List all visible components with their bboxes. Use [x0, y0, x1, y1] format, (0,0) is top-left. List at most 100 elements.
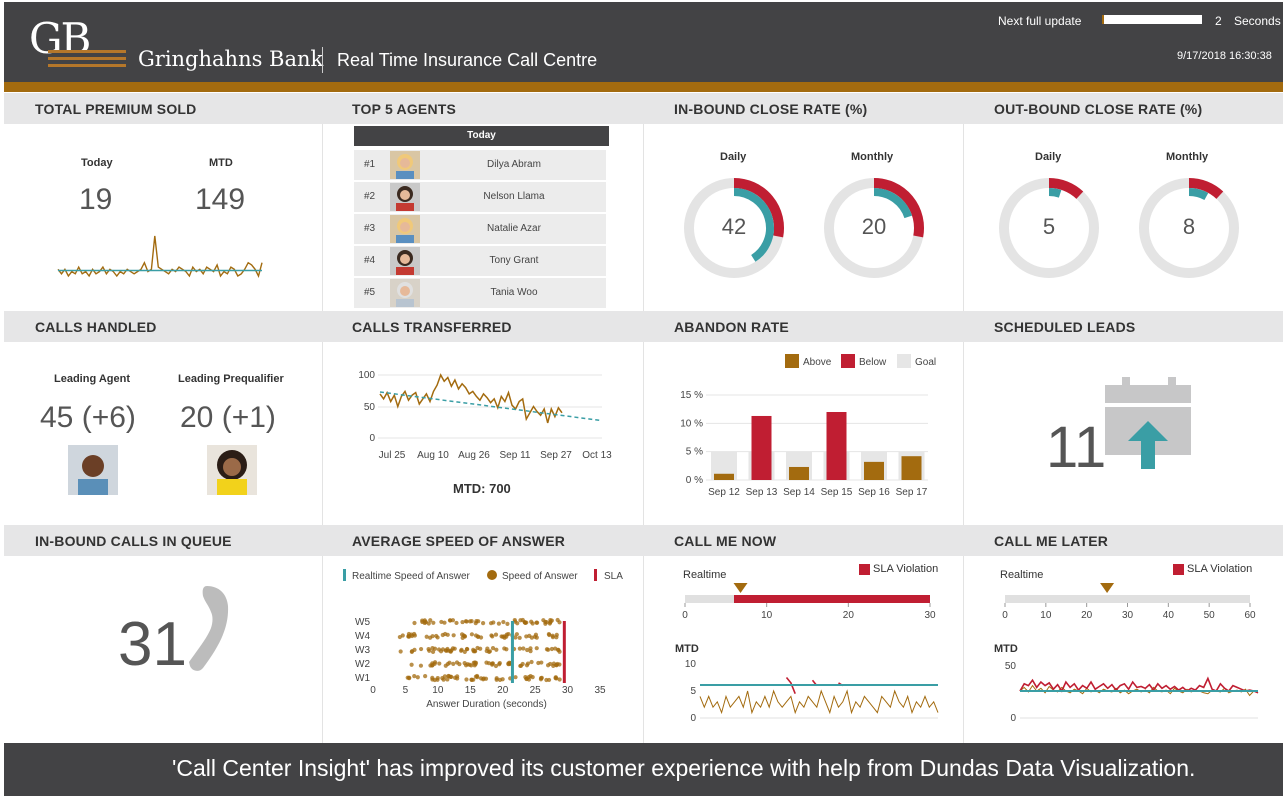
- speed-dot: [523, 620, 528, 625]
- speed-dot: [448, 649, 453, 654]
- update-seconds-value: 2: [1215, 14, 1222, 28]
- speed-dot: [430, 646, 435, 651]
- speed-dot: [442, 620, 447, 625]
- speed-dot: [409, 649, 415, 654]
- speed-dot: [430, 662, 435, 668]
- panel-title-inbound-queue: IN-BOUND CALLS IN QUEUE: [35, 533, 232, 549]
- transfer-x-tick: Oct 13: [582, 450, 612, 461]
- abandon-x-tick: Sep 13: [746, 487, 778, 498]
- abandon-y-tick: 10 %: [680, 418, 703, 429]
- datetime: 9/17/2018 16:30:38: [1177, 50, 1272, 62]
- realtime-x-tick: 40: [1163, 610, 1175, 621]
- realtime-x-tick: 0: [1002, 610, 1008, 621]
- speed-dot: [437, 661, 442, 666]
- mtd-y-tick: 0: [1010, 713, 1016, 724]
- realtime-x-tick: 50: [1204, 610, 1216, 621]
- abandon-value-bar: [789, 466, 809, 480]
- speed-dot: [424, 634, 429, 639]
- speed-dot: [464, 619, 469, 624]
- speed-dot: [440, 647, 446, 652]
- agent-avatar: [390, 183, 420, 211]
- realtime-x-tick: 0: [682, 610, 688, 621]
- panel-divider: [643, 556, 644, 743]
- agent-row: #5 Tania Woo: [354, 278, 606, 308]
- top-agents-header: Today: [354, 126, 609, 146]
- speed-dot: [533, 632, 539, 637]
- outbound-daily-donut: [999, 178, 1099, 278]
- speed-x-tick: 10: [432, 685, 444, 696]
- speed-dot: [462, 634, 468, 639]
- speed-dot: [412, 674, 417, 679]
- speed-dot: [488, 621, 494, 626]
- mtd-violation-line: [1019, 676, 1259, 694]
- speed-dot: [494, 647, 499, 652]
- leading-agent-value: 45 (+6): [40, 401, 136, 434]
- speed-dot: [459, 632, 465, 637]
- agent-name: Dilya Abram: [487, 159, 541, 170]
- speed-dot: [398, 649, 403, 654]
- speed-dot: [512, 619, 518, 624]
- abandon-value-bar: [714, 473, 734, 480]
- outbound-monthly-value: 8: [1182, 214, 1196, 239]
- speed-dot: [490, 662, 495, 667]
- logo-mark: GB: [29, 14, 91, 63]
- speed-dot: [412, 631, 417, 637]
- speed-dot: [554, 663, 559, 668]
- panel-divider: [963, 124, 964, 311]
- cml-mtd-label: MTD: [994, 643, 1018, 655]
- speed-dot: [474, 619, 479, 624]
- premium-sparkline-chart: [57, 235, 263, 278]
- transfer-x-tick: Aug 26: [458, 450, 490, 461]
- realtime-x-tick: 10: [1040, 610, 1052, 621]
- outbound-monthly-label: Monthly: [1166, 151, 1209, 163]
- donut-goal-arc: [1048, 178, 1084, 199]
- transfer-y-tick: 50: [364, 402, 376, 413]
- realtime-x-tick: 30: [924, 610, 936, 621]
- speed-dot: [431, 620, 436, 625]
- speed-dot: [412, 620, 417, 626]
- speed-dot: [471, 647, 476, 653]
- cmn-mtd-label: MTD: [675, 643, 699, 655]
- abandon-x-tick: Sep 16: [858, 487, 890, 498]
- leading-prequalifier-value: 20 (+1): [180, 401, 276, 434]
- accent-bar: [4, 82, 1283, 92]
- speed-dot: [547, 632, 552, 638]
- speed-realtime-line: [510, 621, 514, 683]
- speed-legend-sla-swatch: [594, 569, 597, 581]
- speed-dot: [462, 649, 467, 655]
- speed-legend-realtime-label: Realtime Speed of Answer: [352, 571, 471, 582]
- abandon-value-bar: [864, 461, 884, 480]
- abandon-legend-swatch: [897, 354, 911, 368]
- app-title: Real Time Insurance Call Centre: [337, 50, 598, 70]
- speed-dot: [546, 677, 552, 683]
- agent-row: #1 Dilya Abram: [354, 150, 606, 180]
- speed-dot: [454, 660, 460, 665]
- abandon-x-tick: Sep 17: [896, 487, 928, 498]
- speed-dot: [490, 634, 495, 639]
- logo-lines: [48, 50, 126, 71]
- agent-name: Natalie Azar: [487, 223, 541, 234]
- donut-value-arc: [1048, 188, 1062, 198]
- transfer-x-tick: Aug 10: [417, 450, 449, 461]
- premium-today-value: 19: [79, 183, 113, 216]
- speed-dot: [525, 661, 531, 666]
- abandon-value-bar: [901, 456, 922, 480]
- agent-name: Tania Woo: [490, 287, 538, 298]
- speed-dot: [454, 620, 459, 626]
- abandon-value-bar: [826, 412, 847, 480]
- bank-name: Gringhahns Bank: [138, 47, 324, 71]
- speed-x-axis-label: Answer Duration (seconds): [426, 699, 547, 710]
- speed-dot: [504, 647, 509, 652]
- speed-sla-line: [562, 621, 566, 683]
- speed-dot: [530, 674, 535, 680]
- agent-row: #2 Nelson Llama: [354, 182, 606, 212]
- speed-dot: [451, 661, 456, 667]
- speed-dot: [493, 632, 499, 637]
- panel-title-outbound-close: OUT-BOUND CLOSE RATE (%): [994, 101, 1203, 117]
- speed-dot: [534, 620, 539, 625]
- speed-dot: [528, 649, 533, 654]
- speed-dot: [548, 661, 553, 667]
- leading-agent-label: Leading Agent: [54, 373, 130, 385]
- transfer-trend-line: [379, 391, 601, 422]
- panel-divider: [322, 124, 323, 311]
